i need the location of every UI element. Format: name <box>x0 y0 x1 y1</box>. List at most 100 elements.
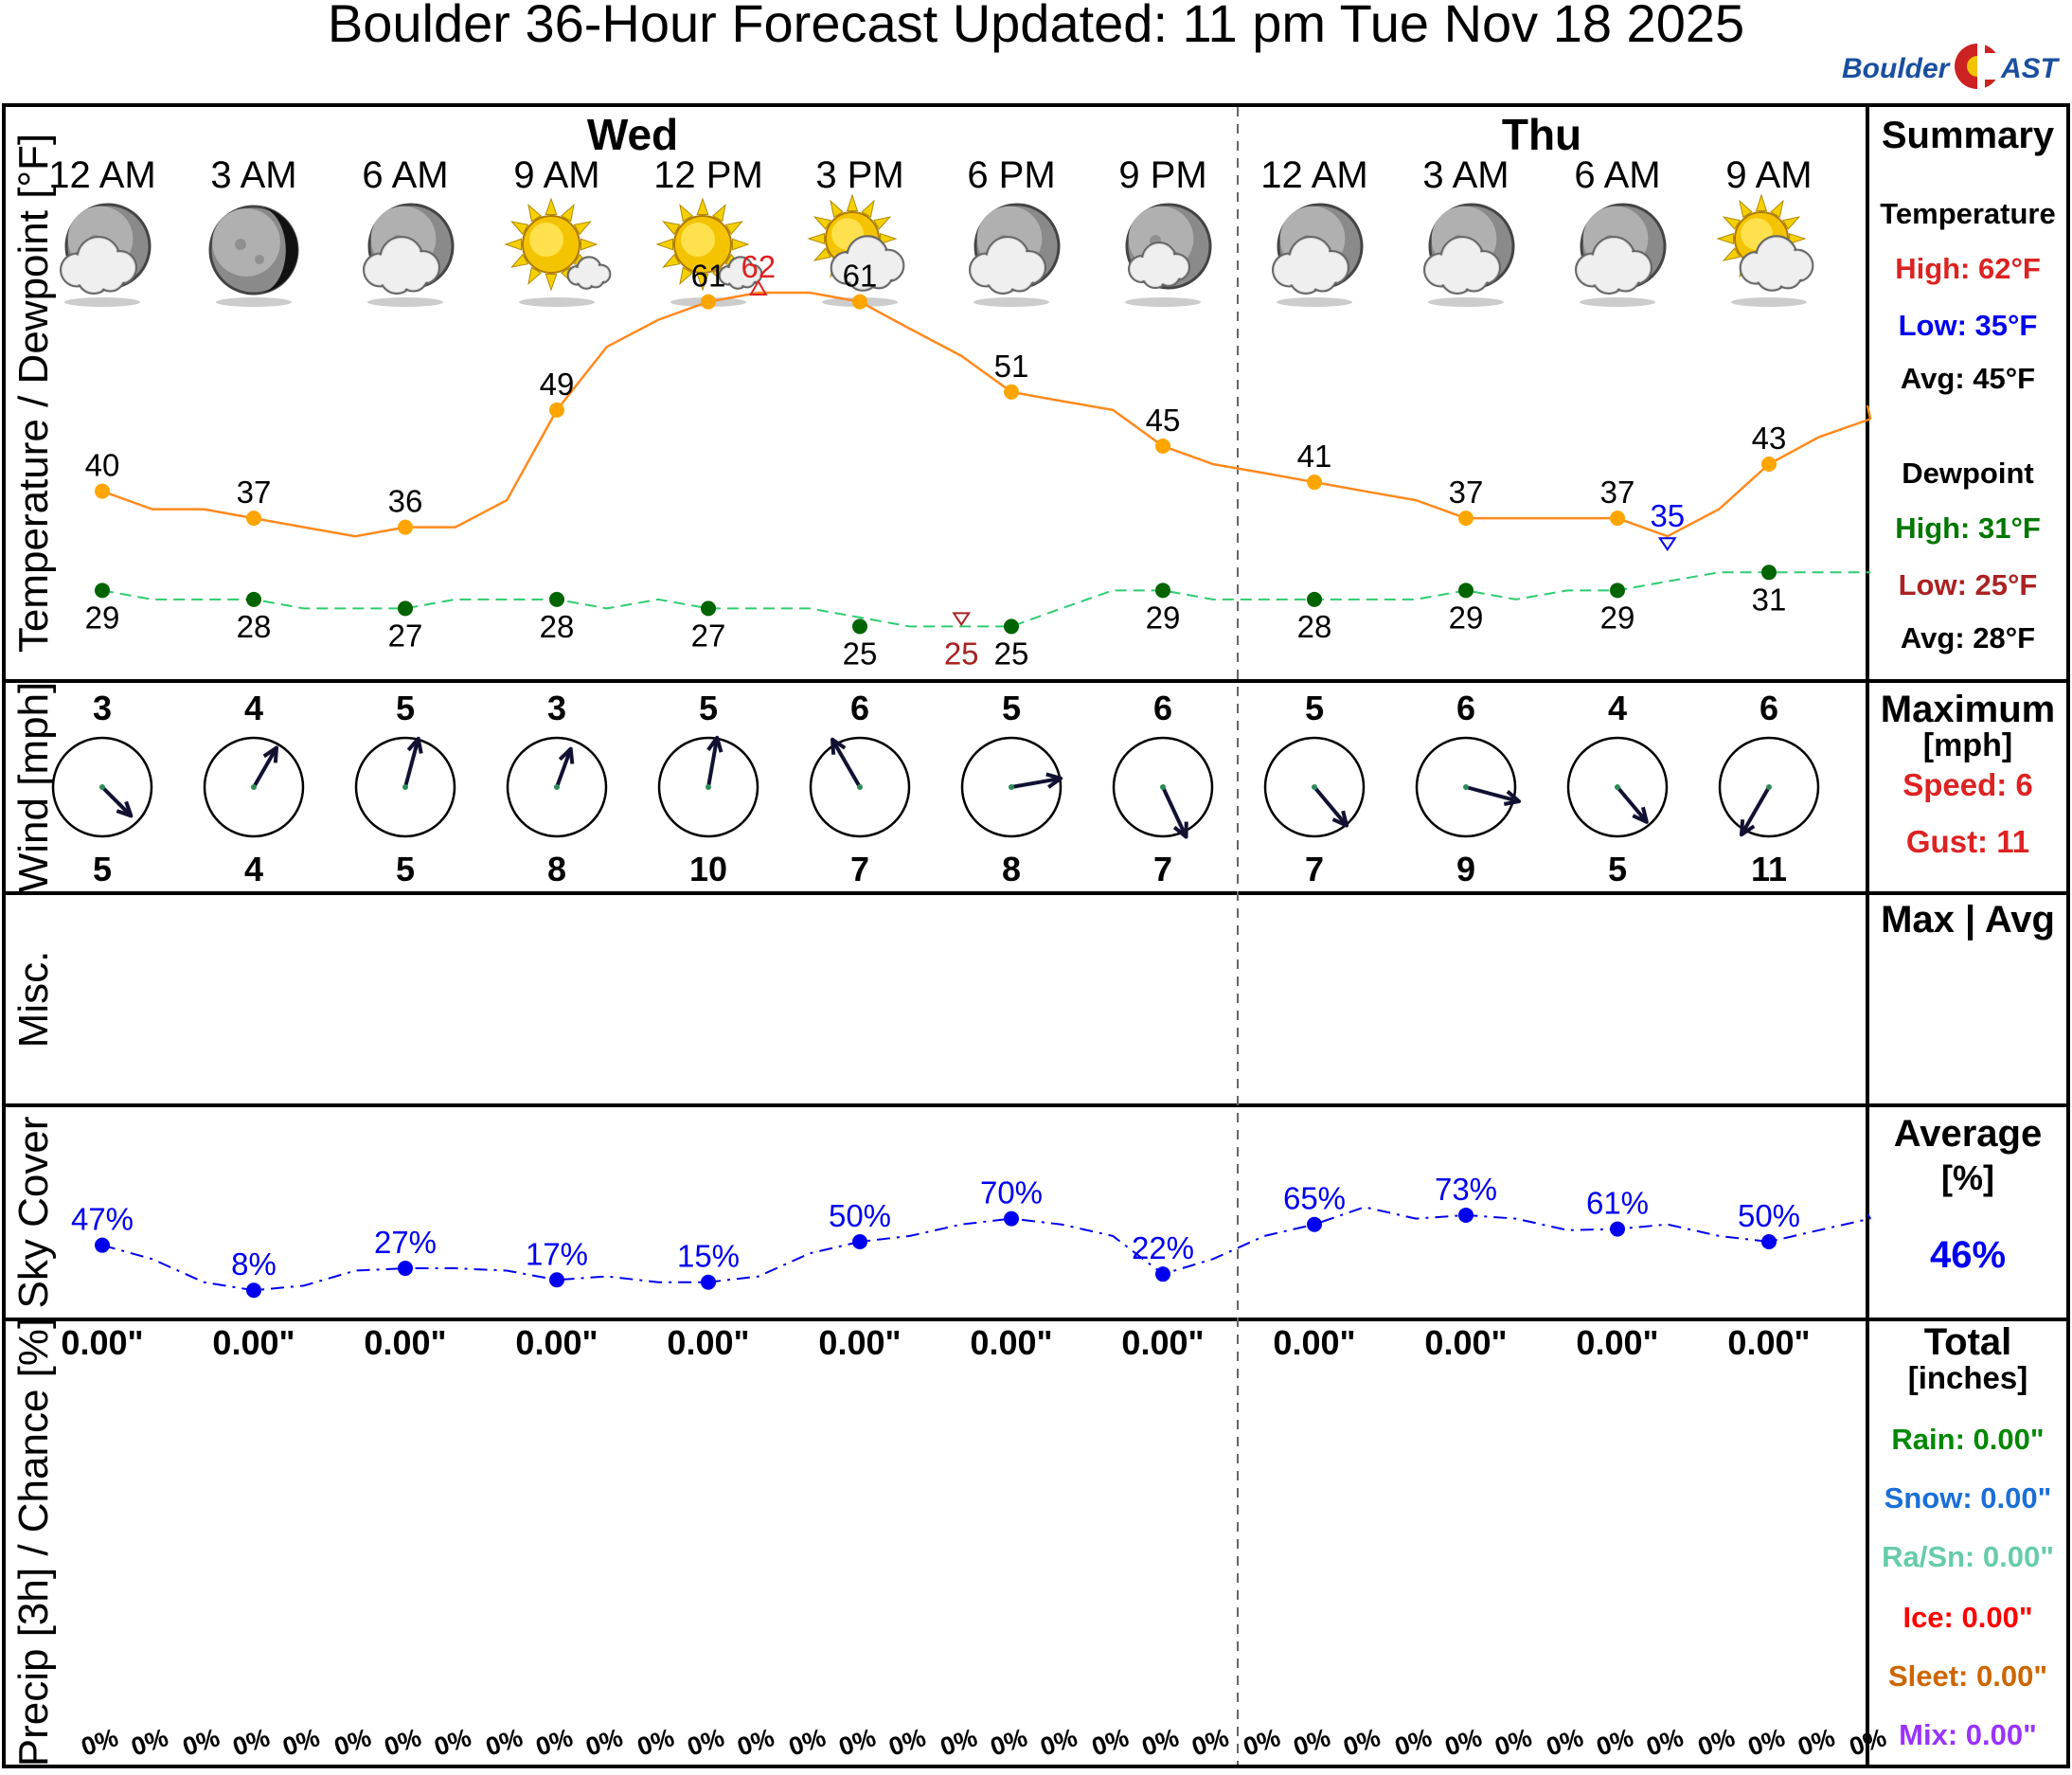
temperature-series: 40 37 36 49 61 61 51 45 41 37 37 43 62 35 <box>85 249 1872 551</box>
partly-cloudy-night-icon <box>1272 203 1364 307</box>
icon-shadow <box>1125 297 1201 307</box>
temperature-low-label: 35 <box>1650 498 1685 533</box>
summary-dew-high: High: 31°F <box>1895 511 2041 545</box>
time-label: 9 AM <box>1725 154 1812 196</box>
sun-ray <box>1722 216 1741 230</box>
wind-arrow-shaft <box>555 747 573 788</box>
cloud-fill <box>1310 264 1335 290</box>
cloud-fill <box>98 264 123 290</box>
summary-temp-high: High: 62°F <box>1895 252 2041 285</box>
dewpoint-point <box>852 619 867 635</box>
wind-dial-center <box>1009 784 1014 790</box>
sun-ray <box>1739 199 1753 218</box>
sunny-few-clouds-icon <box>504 197 612 307</box>
cloud-fill <box>730 272 745 287</box>
wind-arrow-head <box>1331 810 1349 828</box>
icon-shadow <box>64 297 140 307</box>
precip-amount-label: 0.00" <box>61 1323 143 1362</box>
wind-gust-label: 10 <box>689 850 727 888</box>
sky-cover-label: 50% <box>1738 1198 1800 1233</box>
precip-chance-label: 0% <box>1744 1723 1788 1762</box>
cloud-fill <box>589 273 602 286</box>
temperature-point <box>95 483 110 499</box>
temperature-point <box>398 519 413 535</box>
dewpoint-point <box>1307 591 1322 607</box>
precip-amount-label: 0.00" <box>1121 1323 1204 1362</box>
wind-speed-label: 3 <box>93 689 112 727</box>
icon-shadow <box>973 297 1049 307</box>
dewpoint-series: 29 28 27 28 27 25 25 29 28 29 29 31 25 <box>85 565 1871 671</box>
sky-cover-point <box>549 1272 564 1288</box>
time-label: 3 AM <box>1422 154 1509 196</box>
wind-speed-label: 6 <box>1759 689 1778 727</box>
wind-arrow-shaft <box>403 738 420 788</box>
temperature-label: 37 <box>237 475 272 510</box>
dewpoint-low-marker <box>952 612 972 627</box>
wind-dial-center <box>251 784 257 790</box>
sun-ray <box>527 204 543 223</box>
sky-cover-point <box>1004 1210 1019 1227</box>
partly-cloudy-night-icon <box>1423 203 1515 307</box>
sun-ray <box>679 266 694 285</box>
wind-dial-center <box>99 784 105 790</box>
icon-shadow <box>519 297 595 307</box>
precip-chance-label: 0% <box>128 1723 171 1762</box>
temperature-label: 37 <box>1449 475 1484 510</box>
wind-arrow-head <box>1503 790 1522 806</box>
wind-arrow-shaft <box>1740 786 1771 836</box>
temperature-label: 61 <box>691 259 726 294</box>
wind-arrow-shaft <box>252 746 278 789</box>
moon-crater <box>235 239 246 250</box>
cloud-fill <box>1613 264 1638 290</box>
summary-rain: Rain: 0.00" <box>1891 1423 2044 1456</box>
sky-cover-point <box>701 1274 716 1290</box>
icon-shadow <box>216 297 292 307</box>
time-label: 12 AM <box>1260 154 1367 196</box>
temperature-axis-title: Temperature / Dewpoint [°F] <box>10 134 57 653</box>
moon-highlight <box>212 208 280 277</box>
time-label: 6 PM <box>967 154 1055 196</box>
precip-chance-label: 0% <box>1138 1723 1182 1762</box>
wind-arrow-shaft <box>1313 785 1349 827</box>
moon-shadow <box>263 207 298 293</box>
wind-speed-label: 5 <box>1002 689 1021 727</box>
sky-cover-point <box>246 1282 261 1299</box>
wind-gust-label: 4 <box>244 850 263 888</box>
sun-ray <box>545 197 558 216</box>
dewpoint-point <box>549 591 564 607</box>
time-label: 12 PM <box>653 154 763 196</box>
day-labels: Wed Thu <box>587 110 1581 159</box>
day-label-thu: Thu <box>1502 110 1581 159</box>
summary-sky-unit: [%] <box>1941 1158 1994 1197</box>
sun-ray <box>861 199 875 218</box>
time-label: 6 AM <box>1574 154 1660 196</box>
precip-chance-label: 0% <box>279 1723 323 1762</box>
precip-chance-label: 0% <box>785 1723 829 1762</box>
wind-speed-label: 6 <box>1456 689 1475 727</box>
summary-dew-avg: Avg: 28°F <box>1901 621 2035 654</box>
sky-cover-label: 70% <box>980 1175 1043 1210</box>
sun-ray <box>510 253 529 268</box>
summary-wind-gust: Gust: 11 <box>1906 824 2029 859</box>
precip-chance-label: 0% <box>1593 1723 1636 1762</box>
dewpoint-label: 29 <box>1449 600 1484 635</box>
wind-arrow-head <box>831 737 847 755</box>
wind-axis-title: Wind [mph] <box>10 682 57 893</box>
temperature-low-marker <box>1657 537 1677 551</box>
precip-chance-label: 0% <box>582 1723 626 1762</box>
partly-cloudy-night-icon <box>363 203 455 307</box>
temperature-high-marker <box>749 279 768 296</box>
dewpoint-label: 29 <box>1146 600 1181 635</box>
wind-speed-label: 4 <box>244 689 263 727</box>
wind-arrow-head <box>558 746 575 764</box>
precip-chance-label: 0% <box>734 1723 777 1762</box>
dewpoint-label: 28 <box>540 609 575 644</box>
icon-shadow <box>1580 297 1655 307</box>
summary-rasn: Ra/Sn: 0.00" <box>1882 1540 2054 1573</box>
wind-speed-label: 5 <box>396 689 415 727</box>
wind-dial-center <box>554 784 560 790</box>
sun-ray <box>510 221 529 236</box>
wind-gust-label: 5 <box>1608 850 1627 888</box>
wind-dial-center <box>706 784 711 790</box>
dewpoint-label: 31 <box>1752 582 1787 617</box>
